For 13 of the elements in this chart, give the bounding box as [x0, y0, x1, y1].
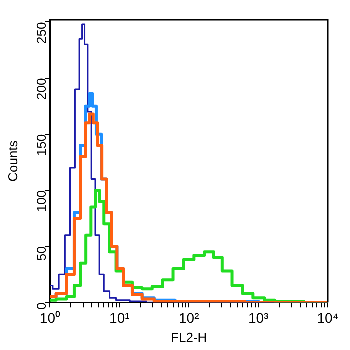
- x-axis-title: FL2-H: [171, 330, 208, 345]
- y-tick-label: 250: [34, 22, 49, 44]
- x-tick-label: 10³: [248, 310, 270, 326]
- y-tick-label: 150: [34, 134, 49, 156]
- x-tick-label: 10⁰: [40, 310, 60, 326]
- y-tick-label: 200: [34, 78, 49, 100]
- y-tick-label: 50: [34, 246, 49, 261]
- x-tick-label: 10⁴: [317, 310, 339, 326]
- y-axis-title: Counts: [5, 140, 20, 182]
- y-tick-label: 100: [34, 190, 49, 212]
- x-tick-label: 10²: [178, 310, 200, 326]
- y-tick-label: 0: [34, 302, 49, 310]
- x-tick-label: 10¹: [110, 310, 130, 326]
